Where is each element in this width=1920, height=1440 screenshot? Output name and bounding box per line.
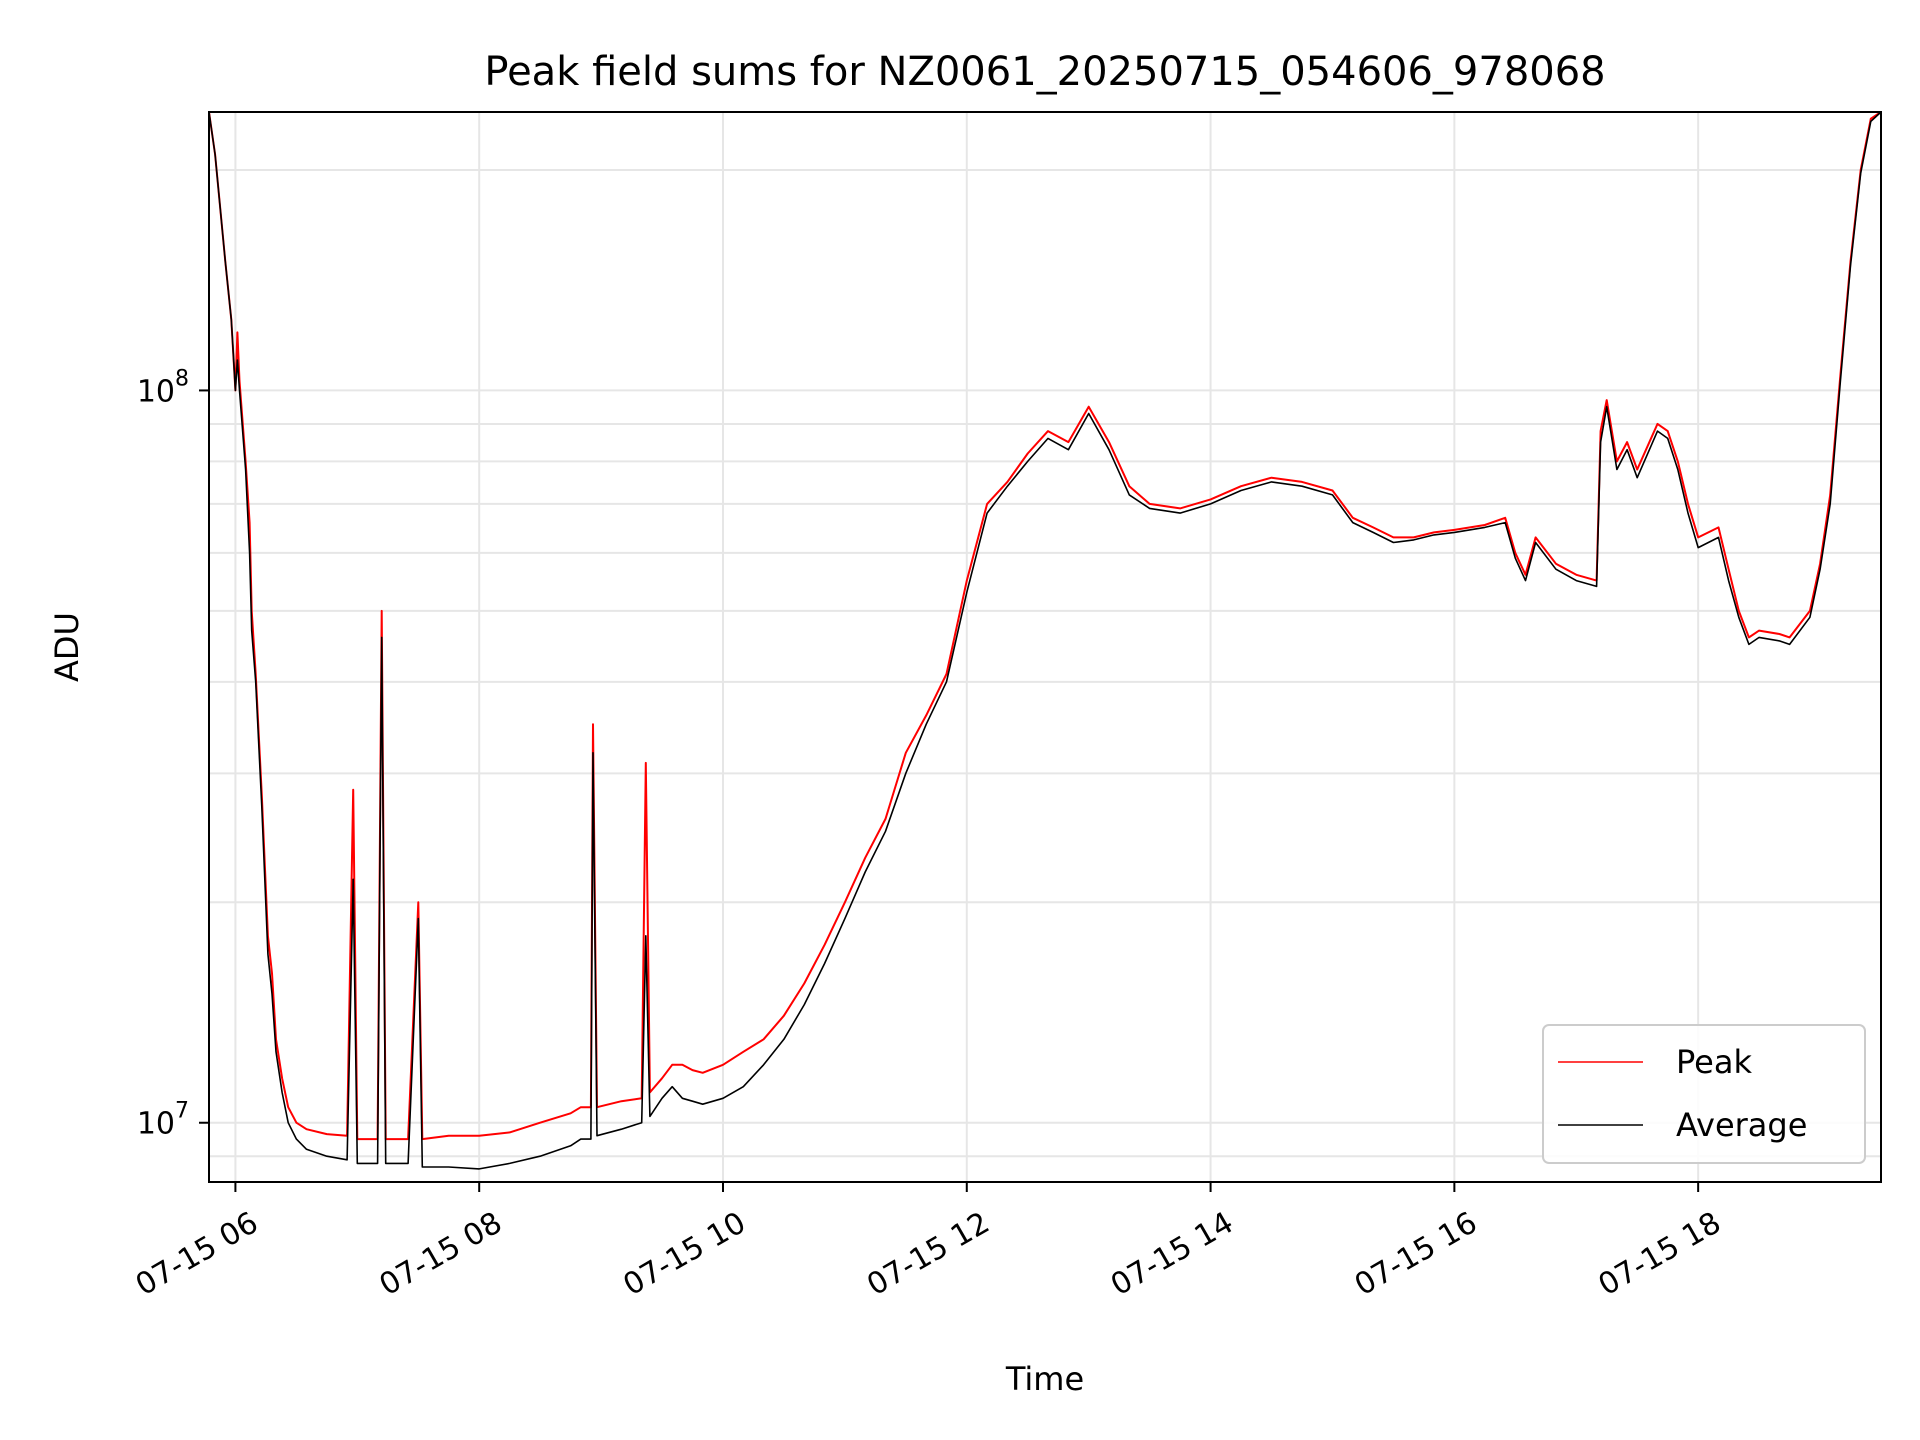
grid	[209, 112, 1881, 1182]
series-line-average	[208, 111, 1882, 1170]
legend-box	[1542, 1024, 1866, 1164]
series-line-peak	[208, 111, 1882, 1141]
legend-label-peak: Peak	[1676, 1043, 1752, 1081]
legend-label-average: Average	[1676, 1106, 1807, 1144]
legend: Peak Average	[1542, 1024, 1866, 1164]
x-axis-label: Time	[1005, 1360, 1084, 1398]
series-group	[208, 111, 1882, 1170]
plot-frame	[208, 111, 1882, 1183]
chart-title: Peak field sums for NZ0061_20250715_0546…	[484, 49, 1605, 95]
y-axis-label: ADU	[48, 612, 86, 682]
